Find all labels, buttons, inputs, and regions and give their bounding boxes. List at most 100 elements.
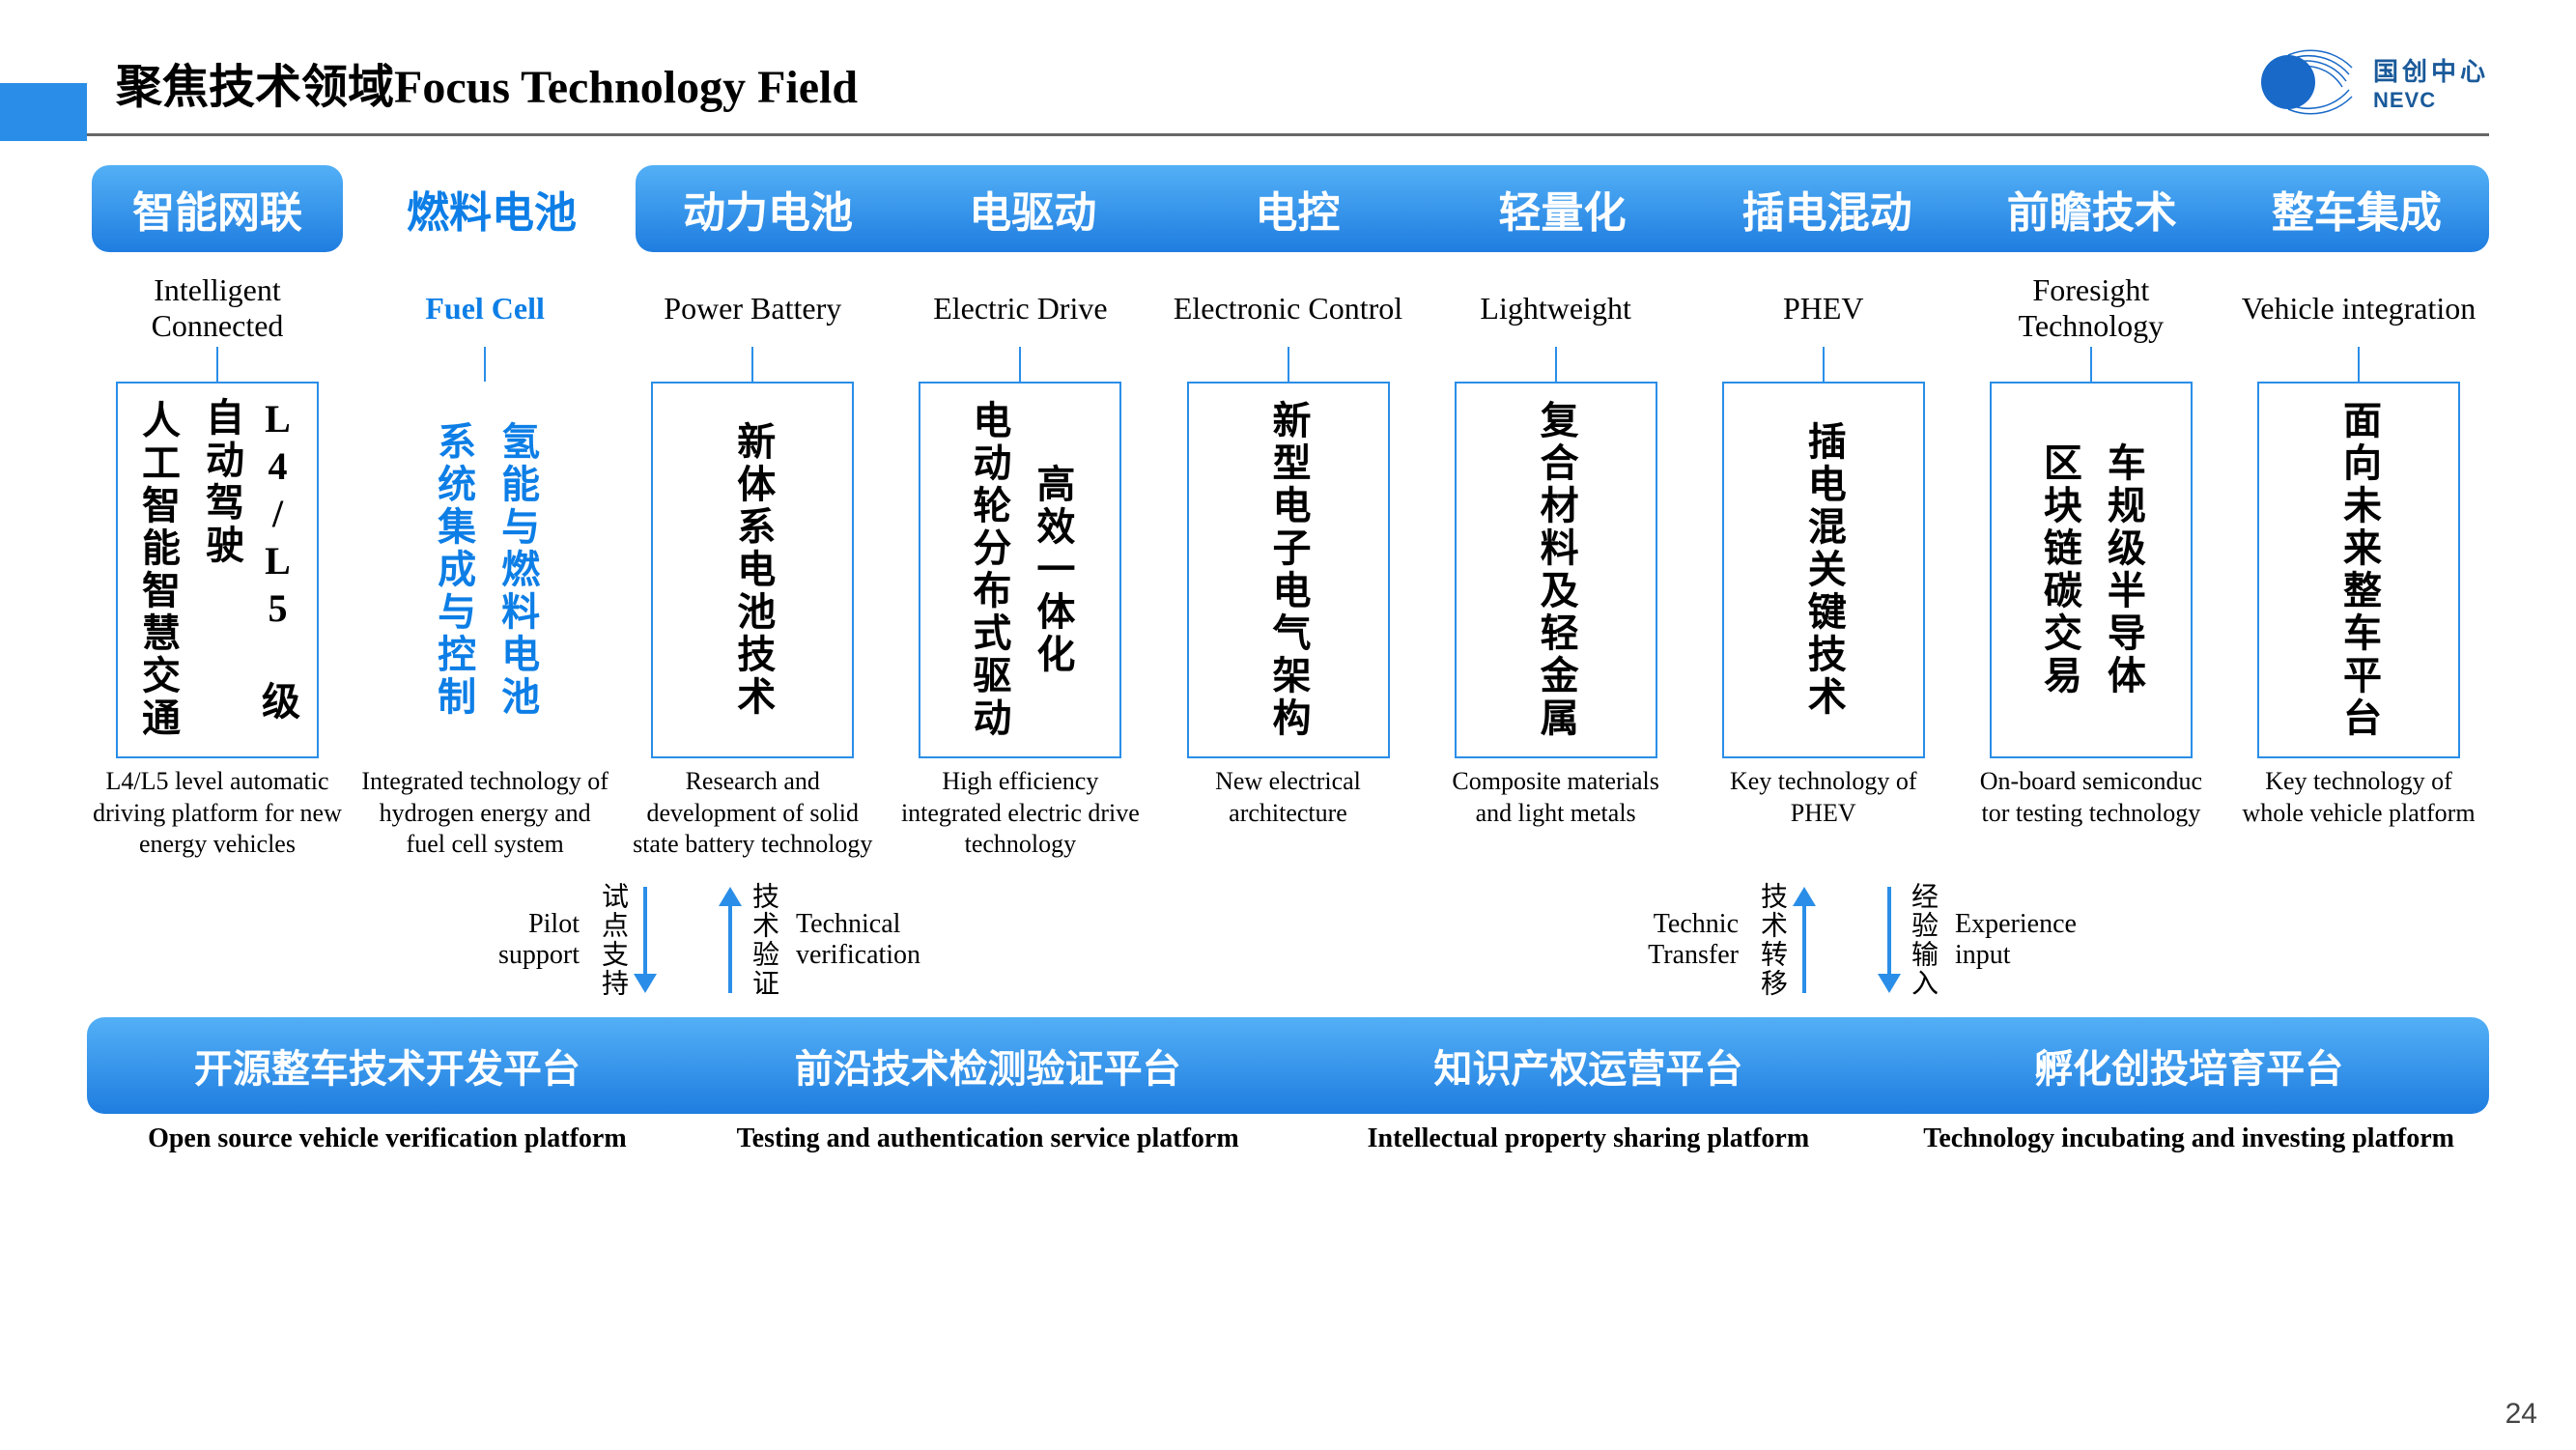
arrow-right-transfer-cn: 技术转移 <box>1752 882 1791 998</box>
pill-8: 整车集成 <box>2226 178 2487 240</box>
connector-6 <box>1823 347 1825 382</box>
platform-2-en: Intellectual property sharing platform <box>1288 1123 1889 1154</box>
en-label-8: Vehicle integration <box>2242 270 2477 347</box>
body-col-6: PHEV 插电混关键技术 Key technology of PHEV <box>1693 252 1954 882</box>
detail-text-5-0: 复合材料及轻金属 <box>1528 400 1584 740</box>
detail-text-2-0: 新体系电池技术 <box>724 421 780 719</box>
desc-0: L4/L5 level automatic driving platform f… <box>87 766 348 882</box>
pill-7: 前瞻技术 <box>1962 178 2222 240</box>
detail-text-0-0: 人工智能智慧交通 <box>129 400 185 740</box>
body-col-4: Electronic Control 新型电子电气架构 New electrical… <box>1158 252 1419 882</box>
pill-wide: 动力电池 电驱动 电控 轻量化 插电混动 前瞻技术 整车集成 <box>636 165 2489 252</box>
body-col-3: Electric Drive电动轮分布式驱动高效一体化High efficien… <box>890 252 1150 882</box>
platform-3-cn: 孵化创投培育平台 <box>1888 1038 2489 1094</box>
body-col-1: Fuel Cell系统集成与控制氢能与燃料电池Integrated techno… <box>354 252 615 882</box>
body-col-0: Intelligent Connected 人工智能智慧交通L4/L5 级自动驾驶… <box>87 252 348 882</box>
detail-text-3-1: 高效一体化 <box>1024 464 1080 676</box>
body-col-8: Vehicle integration 面向未来整车平台 Key technolog… <box>2228 252 2489 882</box>
logo: 国创中心 NEVC <box>2257 48 2489 116</box>
desc-4: New electrical architecture <box>1158 766 1419 882</box>
logo-text-en: NEVC <box>2373 88 2489 113</box>
detail-box-6: 插电混关键技术 <box>1722 382 1925 758</box>
pill-1: 燃料电池 <box>407 165 577 252</box>
detail-box-8: 面向未来整车平台 <box>2257 382 2460 758</box>
columns: Intelligent Connected 人工智能智慧交通L4/L5 级自动驾驶… <box>87 252 2489 882</box>
body-col-5: Lightweight 复合材料及轻金属 Composite materials a… <box>1426 252 1686 882</box>
detail-box-3: 电动轮分布式驱动高效一体化 <box>919 382 1121 758</box>
platform-en-row: Open source vehicle verification platfor… <box>87 1123 2489 1154</box>
desc-6: Key technology of PHEV <box>1693 766 1954 882</box>
col-0: 智能网联 <box>87 165 348 252</box>
detail-text-3-0: 电动轮分布式驱动 <box>960 400 1016 740</box>
connector-0 <box>216 347 218 382</box>
platform-3-en: Technology incubating and investing plat… <box>1888 1123 2489 1154</box>
platform-0-en: Open source vehicle verification platfor… <box>87 1123 688 1154</box>
detail-box-1: 系统集成与控制氢能与燃料电池 <box>383 382 586 758</box>
pill-2: 动力电池 <box>637 178 898 240</box>
arrow-left-tech-cn: 技术验证 <box>744 882 782 998</box>
connector-2 <box>751 347 753 382</box>
platform-0-cn: 开源整车技术开发平台 <box>87 1038 688 1094</box>
arrow-left-tech-en: Technical verification <box>796 909 950 971</box>
en-label-1: Fuel Cell <box>425 270 545 347</box>
en-label-0: Intelligent Connected <box>87 270 348 347</box>
detail-text-7-1: 车规级半导体 <box>2095 442 2151 697</box>
detail-box-2: 新体系电池技术 <box>651 382 854 758</box>
detail-text-0-1: L4/L5 级自动驾驶 <box>193 397 305 743</box>
body-col-2: Power Battery新体系电池技术Research and develop… <box>622 252 883 882</box>
en-label-6: PHEV <box>1783 270 1864 347</box>
platform-2-cn: 知识产权运营平台 <box>1288 1038 1889 1094</box>
pill-4: 电控 <box>1167 178 1428 240</box>
en-label-2: Power Battery <box>664 270 841 347</box>
logo-text: 国创中心 NEVC <box>2373 52 2489 113</box>
arrow-group-left: Pilot support 试点支持 技术验证 Technical verifi… <box>464 882 950 998</box>
detail-text-1-0: 系统集成与控制 <box>425 421 481 719</box>
detail-box-7: 区块链碳交易车规级半导体 <box>1990 382 2193 758</box>
arrows-row: Pilot support 试点支持 技术验证 Technical verifi… <box>87 882 2489 1008</box>
desc-1: Integrated technology of hydrogen energy… <box>354 766 615 882</box>
connector-8 <box>2358 347 2360 382</box>
connector-4 <box>1288 347 1289 382</box>
header: 聚焦技术领域Focus Technology Field 国创中心 NEVC <box>87 48 2489 116</box>
nevc-logo-icon <box>2257 48 2354 116</box>
en-label-3: Electric Drive <box>933 270 1107 347</box>
pill-0: 智能网联 <box>92 165 343 252</box>
connector-3 <box>1019 347 1021 382</box>
en-label-5: Lightweight <box>1480 270 1630 347</box>
accent-bar <box>0 83 87 141</box>
arrow-right-exp-en: Experience input <box>1955 909 2109 971</box>
detail-text-4-0: 新型电子电气架构 <box>1260 400 1316 740</box>
connector-7 <box>2090 347 2092 382</box>
pill-row: 智能网联 燃料电池 动力电池 电驱动 电控 轻量化 插电混动 前瞻技术 整车集成 <box>87 165 2489 252</box>
detail-text-7-0: 区块链碳交易 <box>2031 442 2087 697</box>
arrow-left-pilot-en: Pilot support <box>464 909 580 971</box>
detail-box-4: 新型电子电气架构 <box>1187 382 1390 758</box>
en-label-4: Electronic Control <box>1174 270 1402 347</box>
pill-3: 电驱动 <box>902 178 1163 240</box>
detail-text-8-0: 面向未来整车平台 <box>2331 400 2387 740</box>
arrow-left-pilot-cn: 试点支持 <box>593 882 632 998</box>
platform-bar: 开源整车技术开发平台 前沿技术检测验证平台 知识产权运营平台 孵化创投培育平台 <box>87 1017 2489 1114</box>
arrow-group-right: Technic Transfer 技术转移 经验输入 Experience in… <box>1613 882 2109 998</box>
desc-3: High efficiency integrated electric driv… <box>890 766 1150 882</box>
detail-text-6-0: 插电混关键技术 <box>1796 421 1852 719</box>
logo-text-cn: 国创中心 <box>2373 52 2489 88</box>
platform-1-en: Testing and authentication service platf… <box>688 1123 1288 1154</box>
header-rule <box>87 133 2489 136</box>
desc-5: Composite materials and light metals <box>1426 766 1686 882</box>
platform-1-cn: 前沿技术检测验证平台 <box>688 1038 1288 1094</box>
detail-box-0: 人工智能智慧交通L4/L5 级自动驾驶 <box>116 382 319 758</box>
pill-6: 插电混动 <box>1697 178 1958 240</box>
page-title: 聚焦技术领域Focus Technology Field <box>87 48 858 116</box>
arrow-right-exp-cn: 经验输入 <box>1903 882 1941 998</box>
page-number: 24 <box>2505 1398 2537 1431</box>
detail-box-5: 复合材料及轻金属 <box>1455 382 1657 758</box>
col-1: 燃料电池 <box>361 165 622 252</box>
connector-1 <box>484 347 486 382</box>
body-col-7: Foresight Technology区块链碳交易车规级半导体On-board… <box>1961 252 2222 882</box>
pill-5: 轻量化 <box>1431 178 1692 240</box>
detail-text-1-1: 氢能与燃料电池 <box>489 421 545 719</box>
en-label-7: Foresight Technology <box>1961 270 2222 347</box>
desc-8: Key technology of whole vehicle platform <box>2228 766 2489 882</box>
arrow-right-transfer-en: Technic Transfer <box>1613 909 1739 971</box>
